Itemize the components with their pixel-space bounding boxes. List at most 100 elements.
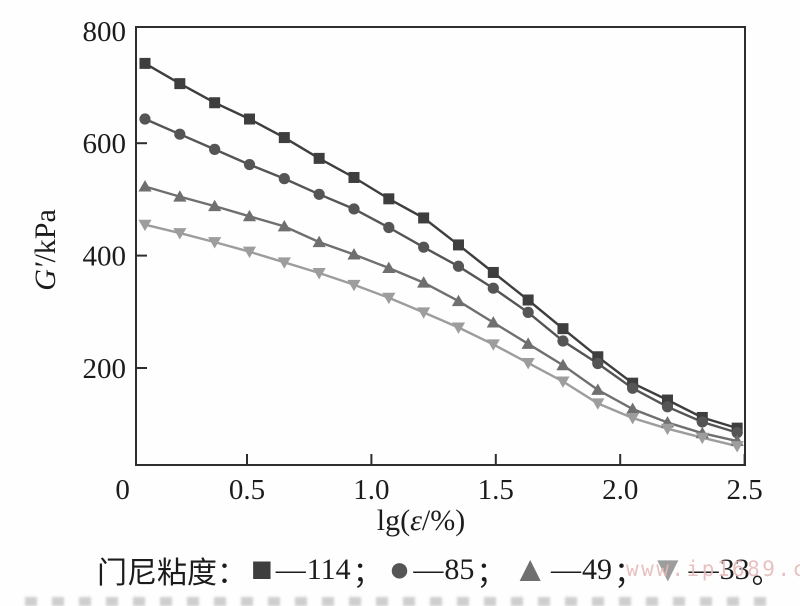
x-axis-symbol: ε [410,504,422,537]
x-tick-label: 0.5 [229,474,265,506]
legend-dash: — [688,553,719,586]
legend-marker-circle-icon: ● [388,549,411,589]
marker-triangle-up-icon [347,248,361,260]
marker-triangle-down-icon [591,398,605,410]
cutoff-text-strip [25,597,778,606]
y-tick-label: 600 [83,128,127,160]
marker-square-icon [592,351,604,363]
legend-separator: 。 [751,557,782,590]
legend-marker-square-icon: ■ [251,549,273,589]
watermark: www.ip1689.com [626,557,800,581]
marker-triangle-up-icon [242,209,257,222]
marker-circle-icon [243,158,256,171]
marker-circle-icon [418,241,430,253]
legend-item-label: 85 [444,553,475,586]
series-line-49 [144,185,738,443]
legend-marker-triangle-up-icon: ▲ [512,549,549,589]
marker-square-icon [243,113,255,125]
marker-triangle-down-icon [277,257,291,269]
x-tick-label: 1.0 [353,474,389,506]
marker-circle-icon [557,335,569,347]
legend-separator: ； [352,557,383,590]
legend-dash: — [551,553,582,586]
marker-circle-icon [452,260,465,272]
marker-square-icon [487,266,499,278]
marker-circle-icon [313,188,325,200]
marker-triangle-up-icon [486,316,500,328]
y-tick-label: 400 [83,241,127,273]
legend-separator: ； [476,557,507,590]
x-tick-label: 1.5 [478,474,514,506]
marker-square-icon [139,57,151,69]
legend-title: 门尼粘度： [97,557,247,590]
marker-triangle-up-icon [521,337,535,349]
marker-circle-icon [487,282,499,294]
marker-triangle-up-icon [417,276,431,288]
legend-dash: — [413,553,444,586]
marker-triangle-up-icon [277,219,291,232]
legend-marker-triangle-down-icon: ▼ [650,549,686,589]
marker-triangle-down-icon [417,307,431,319]
legend-dash: — [275,553,306,586]
marker-triangle-down-icon [382,292,396,305]
marker-triangle-down-icon [556,376,570,388]
marker-triangle-down-icon [521,357,535,370]
marker-square-icon [522,294,534,306]
marker-circle-icon [661,401,674,413]
marker-triangle-down-icon [173,228,187,240]
marker-circle-icon [209,143,221,155]
marker-circle-icon [348,203,360,215]
plot-border [135,26,746,466]
marker-triangle-up-icon [451,294,466,307]
series-line-114 [144,62,738,430]
series-line-33 [144,223,738,448]
marker-triangle-up-icon [382,261,396,273]
legend-separator: ； [614,557,645,590]
marker-circle-icon [592,357,604,370]
marker-square-icon [452,239,464,251]
marker-triangle-down-icon [486,339,500,351]
y-axis-label: G′/kPa [29,209,63,291]
marker-square-icon [383,193,395,205]
marker-triangle-down-icon [312,268,326,280]
marker-triangle-up-icon [626,402,640,415]
y-tick-label: 800 [83,16,127,48]
marker-circle-icon [174,128,186,140]
legend: 门尼粘度： ■ —114； ● —85； ▲ —49； ▼ —33。 [97,550,784,590]
marker-circle-icon [383,221,395,234]
marker-triangle-down-icon [660,423,675,436]
marker-square-icon [418,212,430,224]
marker-triangle-down-icon [208,237,222,249]
marker-triangle-down-icon [626,413,640,425]
x-tick-label: 2.0 [602,474,638,506]
legend-item-label: 114 [306,553,351,586]
marker-circle-icon [522,306,534,318]
legend-item-label: 33 [719,553,750,586]
y-axis-symbol: G′ [29,262,62,291]
marker-triangle-down-icon [242,246,257,259]
series-line-85 [144,117,738,434]
y-tick-label: 200 [83,353,127,385]
marker-triangle-down-icon [451,322,466,334]
marker-triangle-up-icon [208,199,222,212]
marker-triangle-up-icon [591,383,605,395]
marker-circle-icon [696,416,708,428]
marker-triangle-up-icon [556,358,570,371]
marker-square-icon [278,132,290,144]
x-tick-label: 0 [115,474,130,506]
marker-circle-icon [627,382,639,394]
y-axis-unit: /kPa [29,209,62,263]
marker-square-icon [209,97,221,109]
x-tick-label: 2.5 [726,474,762,506]
x-axis-label-post: /%) [421,504,466,537]
marker-square-icon [313,152,325,164]
marker-triangle-down-icon [730,441,744,453]
marker-triangle-down-icon [347,279,361,292]
marker-triangle-up-icon [173,190,187,202]
marker-circle-icon [731,427,743,439]
marker-circle-icon [139,113,151,125]
legend-item-label: 49 [582,553,613,586]
marker-triangle-down-icon [138,219,152,232]
marker-triangle-up-icon [312,235,326,248]
